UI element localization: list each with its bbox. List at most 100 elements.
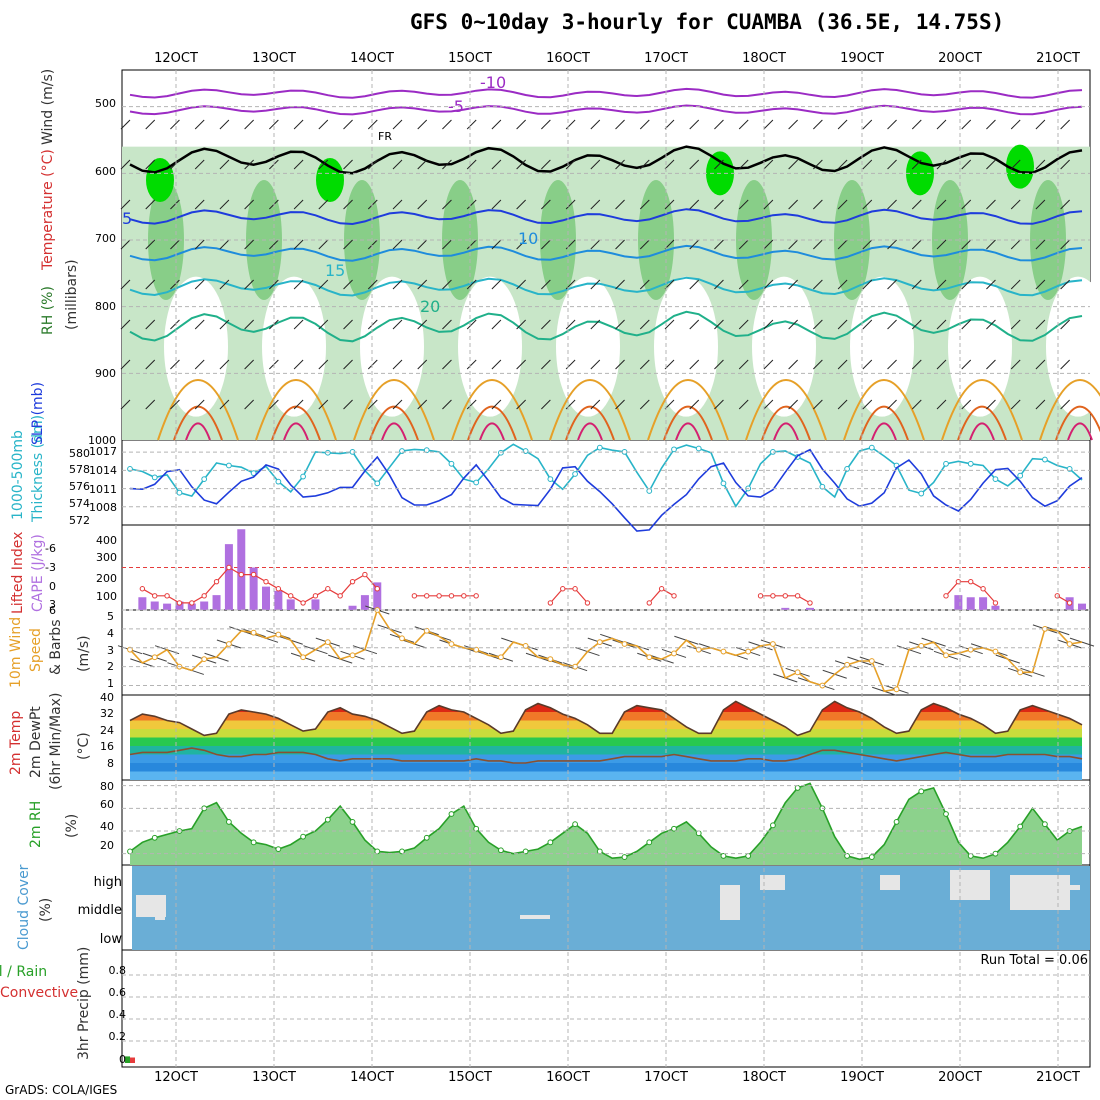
wind-barb: [664, 199, 675, 210]
wind-tick-5: 5: [107, 610, 114, 623]
wind-label-a: 10m Wind: [8, 617, 24, 688]
thickness-line-point: [671, 446, 677, 453]
date-label-bottom: 18OCT: [742, 1070, 786, 1085]
cloud-cover-fill: [132, 866, 1090, 950]
rh-dry-lobe: [556, 276, 620, 417]
wind-barb: [887, 279, 897, 290]
wind-barb: [738, 119, 749, 130]
wind-barb: [639, 119, 650, 130]
date-label-bottom: 17OCT: [644, 1070, 688, 1085]
wind-barb: [367, 399, 378, 410]
contour-label-p5: 5: [122, 209, 132, 228]
wind-barb: [392, 399, 403, 410]
wind-barb: [911, 319, 922, 330]
wind-barb: [244, 279, 254, 290]
lifted-index-point: [201, 593, 207, 599]
thickness-line-point: [448, 460, 455, 467]
wind-barb: [813, 159, 823, 170]
wind-barb: [862, 399, 873, 410]
wind-barb: [813, 199, 823, 210]
cloud-patch: [1040, 885, 1080, 890]
lifted-index-point: [275, 586, 282, 592]
wind-barb: [961, 279, 972, 290]
cape-bar: [286, 599, 295, 610]
slp-line: [129, 448, 1083, 532]
wind-barb: [244, 119, 254, 130]
wind-barb: [615, 279, 625, 290]
lifted-index-point: [238, 571, 244, 578]
wind-barb: [541, 119, 551, 130]
isotherm-25: [941, 379, 1023, 441]
wind-barb: [936, 119, 947, 130]
wind-barb: [367, 279, 378, 290]
panel-frame-3: [121, 609, 1091, 696]
wind-barb: [516, 159, 526, 170]
wind-barb: [219, 359, 230, 370]
temp-label-c: (6hr Min/Max): [48, 693, 64, 790]
wind-barb: [837, 239, 848, 250]
cape-label-a: Lifted Index: [10, 532, 26, 614]
rh-2m-line-point: [522, 848, 529, 855]
isotherm-30: [957, 405, 1007, 441]
isotherm-35: [675, 422, 701, 441]
wind-barb: [986, 319, 996, 330]
wind-barb: [244, 359, 254, 370]
date-label-top: 20OCT: [938, 51, 982, 66]
wind-barb: [293, 279, 304, 290]
lifted-index-point: [658, 586, 665, 592]
wind-barb: [1035, 279, 1046, 290]
cape-bar: [262, 586, 270, 610]
wind-barb: [615, 239, 625, 250]
temp-band: [130, 771, 1082, 780]
date-label-bottom: 20OCT: [938, 1070, 982, 1085]
wind-barb: [343, 279, 353, 290]
wind-barb: [170, 239, 180, 250]
cloud-label-unit: (%): [38, 898, 54, 922]
wind-barb: [491, 199, 502, 210]
wind-barb: [986, 199, 996, 210]
thickness-line-point: [646, 488, 653, 494]
wind-barb: [887, 359, 897, 370]
rh-2m-line-point: [127, 848, 133, 855]
wind-barb: [714, 279, 724, 290]
rh-2m-line-point: [250, 839, 257, 846]
wind-speed-line-point: [226, 641, 232, 647]
thickness-line-point: [819, 483, 826, 490]
thickness-line-point: [572, 471, 578, 477]
wind-barb: [788, 119, 798, 130]
wind-barb: [615, 359, 625, 370]
cloud-patch: [1010, 875, 1070, 910]
wind-speed-line-point: [151, 654, 158, 661]
wind-barb: [763, 359, 774, 370]
wind-barb: [1060, 159, 1070, 170]
cloud-label-a: Cloud Cover: [16, 864, 32, 950]
date-label-top: 14OCT: [350, 51, 394, 66]
wind-barb: [516, 319, 526, 330]
rh-2m-line-point: [695, 830, 702, 837]
date-label-top: 19OCT: [840, 51, 884, 66]
wind-barb: [293, 359, 304, 370]
lifted-index-point: [770, 593, 776, 599]
wind-speed-line-point: [324, 639, 331, 646]
wind-barb: [887, 399, 897, 410]
lifted-index-point: [461, 593, 467, 599]
rh-2m-line-point: [745, 853, 752, 859]
wind-speed-line-point: [1066, 641, 1073, 647]
date-label-top: 12OCT: [154, 51, 198, 66]
wind-speed-line-point: [967, 646, 974, 653]
thk-label-c: SLP (mb): [30, 382, 46, 445]
cape-bar: [237, 529, 246, 610]
wind-barb: [417, 119, 428, 130]
lifted-index-point: [152, 593, 158, 599]
wind-barb: [1010, 239, 1021, 250]
date-label-bottom: 12OCT: [154, 1070, 198, 1085]
wind-barb: [936, 359, 947, 370]
thk-rtick-3: 1008: [89, 501, 117, 514]
wind-barb: [788, 399, 798, 410]
wind-barb: [541, 279, 551, 290]
thickness-line-point: [498, 449, 504, 456]
wind-barb: [491, 159, 502, 170]
wind-label-unit: (m/s): [76, 635, 92, 672]
chart-title: GFS 0~10day 3-hourly for CUAMBA (36.5E, …: [410, 10, 1005, 34]
wind-barb: [491, 119, 502, 130]
